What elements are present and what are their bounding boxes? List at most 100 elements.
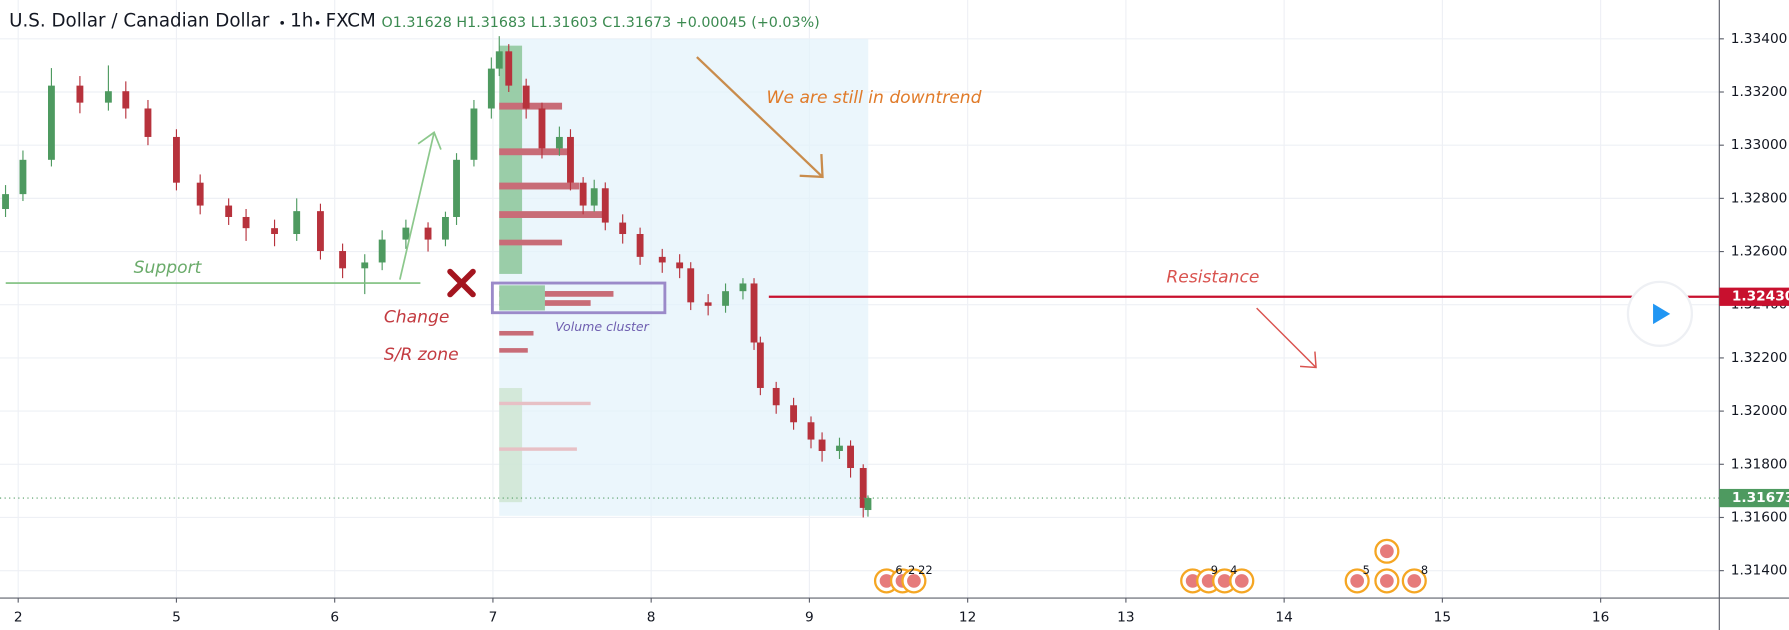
event-flag [1380,544,1394,559]
candle-body [173,136,180,183]
y-tick-label: 1.33000 [1731,137,1788,153]
volume-bar [499,102,563,110]
play-button[interactable] [1626,280,1694,347]
legend-close: C1.31673 [602,15,671,31]
volume-bar [499,182,580,190]
y-tick-label: 1.33200 [1731,84,1788,100]
candle-body [293,211,301,235]
candle-body [242,216,250,229]
x-tick-label: 16 [1592,609,1609,625]
y-tick-label: 1.32800 [1731,190,1788,206]
candle-body [847,445,854,469]
candles [2,36,872,518]
y-tick-label: 1.32600 [1731,244,1788,260]
candle-body [555,136,563,149]
candle-body [772,387,780,406]
candle-body [505,51,513,86]
annotation: Change [384,307,450,327]
candle-body [859,468,867,508]
candle-body [739,283,747,292]
candle-body [424,227,432,240]
volume-bar [499,388,523,503]
candle-body [687,268,695,303]
play-icon[interactable] [1653,303,1671,325]
candle-body [487,68,495,109]
candle-body [522,85,530,109]
volume-profile [499,45,614,503]
volume-cluster-box [490,281,667,315]
legend-open: O1.31628 [382,15,452,31]
ohlc-legend: O1.31628 H1.31683 L1.31603 C1.31673 +0.0… [382,15,820,31]
legend-change: +0.00045 (+0.03%) [676,15,820,31]
volume-profile-range [499,38,869,516]
candle-body [402,227,410,240]
y-tick-label: 1.31600 [1731,509,1788,525]
event-flag [1350,574,1365,588]
y-tick-label: 1.31800 [1731,456,1788,472]
candle-body [722,291,729,306]
separator [315,21,320,25]
volume-bar [499,211,603,218]
candle-body [196,182,204,206]
event-flag [1380,574,1394,588]
legend-high: H1.31683 [456,15,526,31]
candle-body [2,194,9,210]
candle-body [658,256,666,263]
volume-bar [499,239,563,246]
x-tick-label: 9 [805,609,814,625]
candle-body [225,205,233,217]
annotation: S/R zone [384,345,459,365]
event-label: 5 [1363,563,1370,577]
candle-body [378,239,386,263]
candle-body [590,188,598,206]
candle-body [361,262,369,269]
volume-bar [499,148,574,156]
candle-body [339,251,347,269]
annotation: We are still in downtrend [767,88,982,108]
event-label: 22 [918,563,933,577]
event-label: 2 [908,563,915,577]
symbol: U.S. Dollar / Canadian Dollar [9,11,270,32]
volume-bar [499,401,591,406]
candle-body [601,188,609,223]
x-tick-label: 15 [1434,609,1451,625]
volume-bar [499,285,545,311]
arrow-head [799,154,824,179]
event-label: 8 [1421,563,1428,577]
candle-body [495,51,503,69]
event-flag [1407,574,1422,588]
annotation: Resistance [1166,267,1259,287]
candle-body [442,216,449,240]
event-label: 6 [895,563,902,577]
x-tick-label: 6 [330,609,339,625]
candle-body [453,159,460,217]
candle-body [470,108,478,160]
candle-body [567,136,574,183]
x-tick-label: 14 [1275,609,1292,625]
x-tick-label: 2 [14,609,23,625]
x-mark [447,268,476,298]
event-flag [879,574,894,588]
volume-bar [499,348,528,353]
candle-body [579,182,587,206]
source: FXCM [326,11,376,32]
candle-body [807,422,815,440]
candle-body [19,159,27,195]
annotation: Support [134,258,203,278]
legend-low: L1.31603 [531,15,598,31]
event-flag [1217,574,1232,588]
x-tick-label: 5 [172,609,181,625]
candle-body [76,85,84,103]
event-flag [1234,574,1249,588]
y-tick-label: 1.32000 [1731,403,1788,419]
candle-body [144,108,152,137]
candle-body [636,234,644,257]
separator [280,21,285,25]
x-tick-label: 8 [647,609,656,625]
event-flag [1185,574,1200,588]
events: 6 2 22 9 4 5 8 [873,538,1428,594]
price-label-bg [1719,488,1789,508]
